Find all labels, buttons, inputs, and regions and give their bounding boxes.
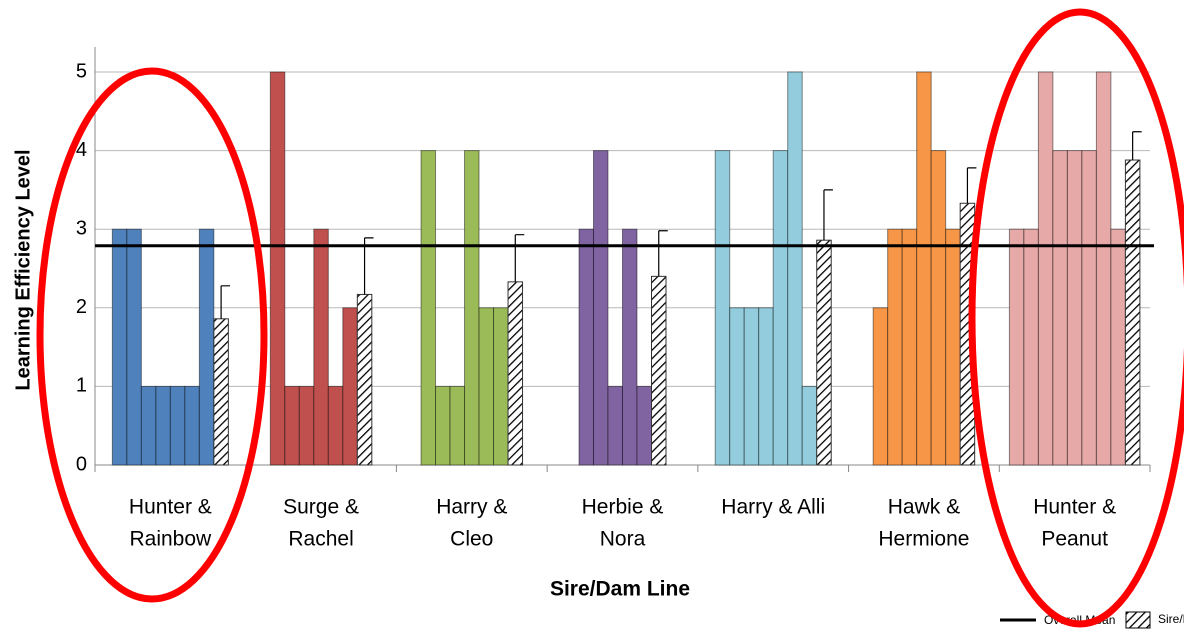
x-tick-label: Hunter & (129, 496, 212, 519)
bar (169, 385, 186, 466)
x-axis-label: Sire/Dam Line (550, 578, 690, 601)
highlight-ellipse (968, 8, 1184, 628)
x-tick-label: Nora (600, 528, 646, 551)
x-tick-label: Surge & (283, 496, 359, 519)
error-bar (1132, 131, 1142, 161)
bar (1110, 228, 1126, 466)
bar (636, 385, 652, 466)
legend-label: Sire/Dam Line Mean (1158, 612, 1184, 626)
bar (593, 150, 609, 466)
y-tick-label: 5 (76, 60, 87, 82)
bar (916, 71, 932, 466)
bar (1008, 228, 1025, 466)
error-bar (658, 230, 668, 277)
x-tick-label: Hawk & (888, 496, 960, 519)
legend-swatch (1125, 611, 1151, 629)
x-tick-label: Cleo (450, 528, 493, 551)
bar (901, 228, 918, 466)
mean-bar (507, 281, 524, 466)
error-bar (514, 234, 525, 282)
bar (607, 385, 623, 466)
x-tick-label: Harry & (436, 496, 507, 519)
bar (787, 71, 803, 466)
bar (743, 307, 760, 466)
bar (758, 307, 774, 466)
x-tick-label: Peanut (1041, 528, 1108, 551)
bar (464, 150, 480, 466)
plot-area: 0 1 2 3 4 5 (76, 47, 1154, 475)
bar (622, 228, 638, 466)
bar (1023, 228, 1039, 466)
bar (111, 228, 128, 466)
x-tick-label: Hermione (878, 528, 969, 551)
bar (714, 150, 731, 466)
mean-bar (1124, 159, 1141, 466)
bar (478, 307, 495, 466)
bar (493, 307, 509, 466)
bar (298, 385, 315, 466)
bar (887, 228, 903, 466)
bar (872, 307, 889, 466)
x-tick-label: Hunter & (1033, 496, 1116, 519)
bar (155, 385, 171, 466)
bar (930, 150, 947, 466)
x-tick-label: Rachel (288, 528, 353, 551)
y-tick-label: 4 (76, 139, 87, 161)
error-bar (823, 189, 833, 241)
bar (327, 385, 344, 466)
bar (1081, 150, 1097, 466)
bar (342, 307, 358, 466)
mean-bar (651, 275, 667, 466)
bar (284, 385, 300, 466)
y-tick-label: 3 (76, 217, 87, 239)
error-bar (966, 167, 977, 204)
bar (1037, 71, 1054, 466)
bar (772, 150, 789, 466)
bar (729, 307, 745, 466)
highlight-ellipse (36, 67, 268, 603)
bar (140, 385, 157, 466)
bar (578, 228, 594, 466)
mean-bar (213, 318, 229, 466)
mean-bar (816, 239, 832, 466)
x-tick-label: Rainbow (129, 528, 212, 551)
y-tick-label: 2 (76, 296, 87, 318)
bar (184, 385, 200, 466)
bar (449, 385, 466, 466)
error-bar (363, 237, 374, 295)
y-tick-label: 1 (76, 375, 87, 397)
mean-bar (356, 293, 373, 466)
error-bar (220, 285, 231, 319)
bar (1066, 150, 1083, 466)
bar (801, 385, 818, 466)
y-tick-label: 0 (76, 453, 87, 475)
bar (126, 228, 142, 466)
bar (1095, 71, 1112, 466)
y-axis-label: Learning Efficiency Level (12, 149, 34, 390)
bar (420, 150, 437, 466)
x-tick-label: Harry & Alli (721, 496, 825, 519)
bar (269, 71, 286, 466)
bar (313, 228, 329, 466)
bar (435, 385, 451, 466)
bar (945, 228, 961, 466)
x-tick-label: Herbie & (582, 496, 664, 519)
bar (198, 228, 215, 466)
bar (1052, 150, 1068, 466)
